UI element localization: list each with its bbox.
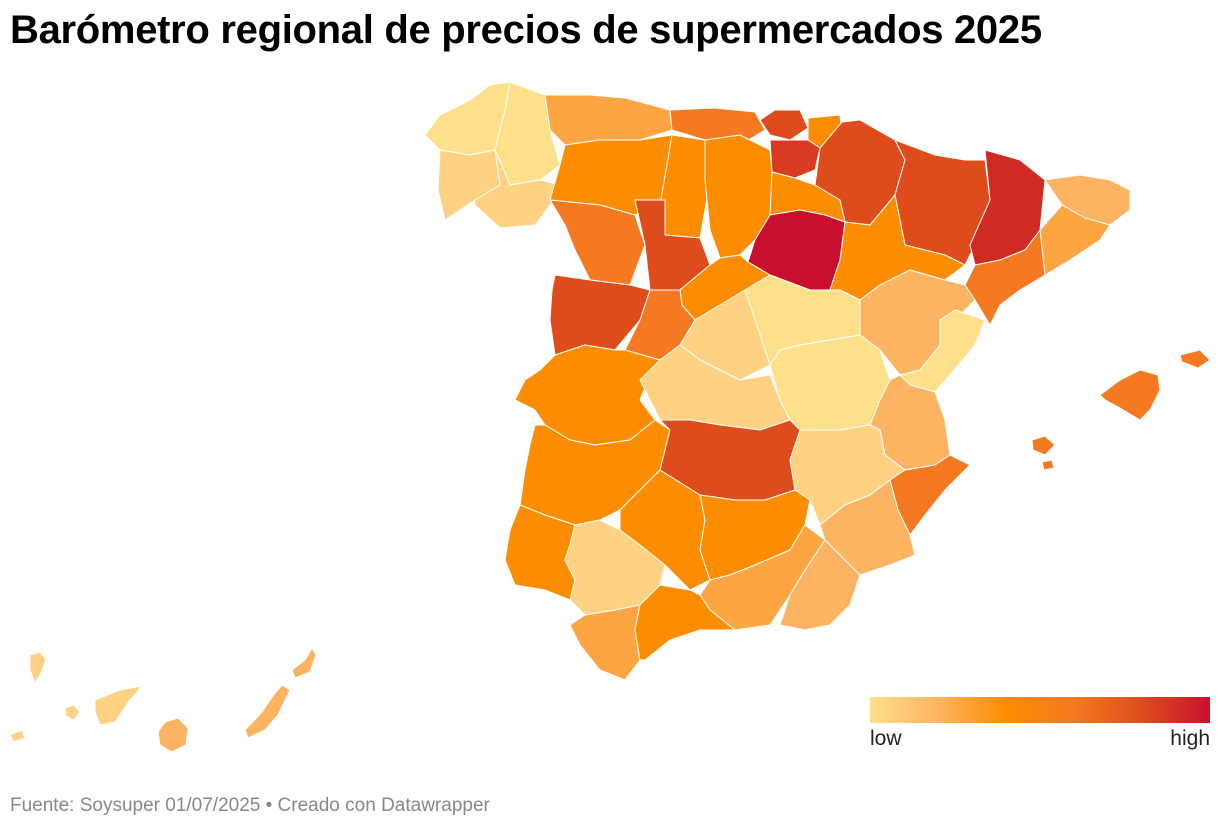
province-cuenca[interactable] <box>769 334 891 431</box>
province-baleares-menorca[interactable] <box>1179 349 1211 369</box>
province-baleares-ibiza[interactable] <box>1031 435 1056 456</box>
legend-high-label: high <box>1170 727 1210 750</box>
province-asturias[interactable] <box>544 94 673 146</box>
province-almeria[interactable] <box>779 539 861 631</box>
province-cadiz[interactable] <box>569 604 641 681</box>
province-canarias-fuerteventura[interactable] <box>244 684 291 739</box>
province-murcia[interactable] <box>819 479 916 576</box>
province-huesca[interactable] <box>894 139 991 266</box>
province-bizkaia[interactable] <box>759 109 809 141</box>
province-alava[interactable] <box>769 139 821 179</box>
province-canarias-tenerife[interactable] <box>94 685 143 726</box>
chart-title: Barómetro regional de precios de superme… <box>10 8 1042 52</box>
province-canarias-lanzarote[interactable] <box>291 647 317 679</box>
province-baleares-formentera[interactable] <box>1041 459 1055 471</box>
province-canarias-el-hierro[interactable] <box>9 729 26 743</box>
province-canarias-la-palma[interactable] <box>29 651 47 684</box>
province-baleares-mallorca[interactable] <box>1099 369 1161 421</box>
source-footer: Fuente: Soysuper 01/07/2025 • Creado con… <box>10 795 490 816</box>
province-canarias-la-gomera[interactable] <box>64 704 81 721</box>
legend-low-label: low <box>870 727 902 750</box>
color-legend: low high <box>870 697 1210 751</box>
legend-gradient-bar <box>870 697 1210 723</box>
province-canarias-gran-canaria[interactable] <box>157 717 189 753</box>
province-malaga[interactable] <box>634 584 736 661</box>
province-ourense[interactable] <box>474 149 561 229</box>
spain-provinces-map <box>9 81 1211 753</box>
